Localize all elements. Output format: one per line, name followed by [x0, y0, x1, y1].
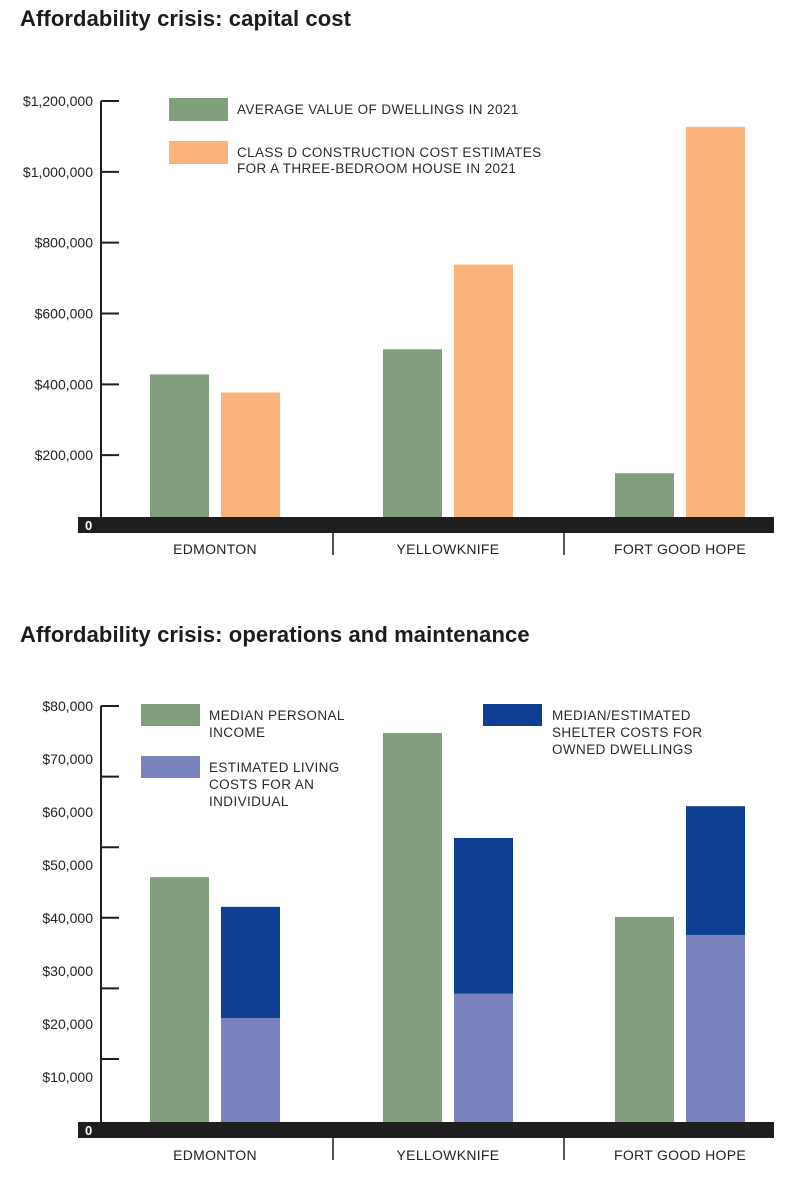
- operations-y-tick-label: $70,000: [42, 751, 93, 767]
- operations-legend-label: MEDIAN/ESTIMATED: [552, 708, 691, 723]
- capital-y-tick-label: $200,000: [35, 447, 94, 463]
- capital-bar-orange: [454, 264, 513, 517]
- operations-bar-living-costs: [686, 934, 745, 1122]
- chart-title-operations-maintenance: Affordability crisis: operations and mai…: [20, 622, 530, 647]
- operations-legend-label: INCOME: [209, 725, 265, 740]
- operations-bar-living-costs: [221, 1018, 280, 1122]
- capital-y-tick-label: $1,000,000: [23, 164, 93, 180]
- capital-y-tick-label: $800,000: [35, 235, 94, 251]
- operations-y-tick-label: $60,000: [42, 804, 93, 820]
- operations-bar-income: [615, 916, 674, 1122]
- capital-bar-green: [150, 374, 209, 517]
- chart-capital-cost: $200,000 $400,000 $600,000 $800,000 $1,000,0…: [23, 93, 774, 557]
- capital-y-tick-label: $1,200,000: [23, 93, 93, 109]
- operations-category-label: YELLOWKNIFE: [397, 1147, 500, 1163]
- operations-legend-label: OWNED DWELLINGS: [552, 742, 693, 757]
- operations-bar-shelter-costs: [454, 837, 513, 994]
- operations-bar-shelter-costs: [221, 906, 280, 1019]
- capital-legend-label: CLASS D CONSTRUCTION COST ESTIMATES: [237, 145, 542, 160]
- operations-bar-income: [383, 733, 442, 1122]
- capital-legend-label: FOR A THREE-BEDROOM HOUSE IN 2021: [237, 161, 516, 176]
- operations-y-tick-label: $40,000: [42, 910, 93, 926]
- operations-zero-label: 0: [85, 1123, 92, 1138]
- operations-bar-income: [150, 877, 209, 1122]
- operations-y-tick-label: $80,000: [42, 698, 93, 714]
- operations-legend-swatch-green: [141, 704, 200, 726]
- operations-legend-label: ESTIMATED LIVING: [209, 760, 340, 775]
- capital-legend-swatch-orange: [169, 141, 228, 164]
- capital-category-label: YELLOWKNIFE: [397, 541, 500, 557]
- operations-legend-label: INDIVIDUAL: [209, 794, 289, 809]
- operations-bar-living-costs: [454, 993, 513, 1122]
- capital-bar-orange: [686, 126, 745, 518]
- capital-bar-green: [383, 349, 442, 517]
- operations-y-tick-label: $50,000: [42, 857, 93, 873]
- operations-category-label: EDMONTON: [173, 1147, 257, 1163]
- capital-baseline-band: [78, 517, 774, 533]
- operations-y-tick-label: $20,000: [42, 1016, 93, 1032]
- operations-legend-swatch-navy: [483, 704, 542, 726]
- capital-category-label: EDMONTON: [173, 541, 257, 557]
- operations-baseline-band: [78, 1122, 774, 1138]
- capital-bar-green: [615, 473, 674, 517]
- capital-zero-label: 0: [85, 518, 92, 533]
- operations-category-label: FORT GOOD HOPE: [614, 1147, 746, 1163]
- operations-legend-label: MEDIAN PERSONAL: [209, 708, 345, 723]
- chart-title-capital-cost: Affordability crisis: capital cost: [20, 6, 352, 31]
- operations-legend-label: COSTS FOR AN: [209, 777, 314, 792]
- operations-y-tick-label: $30,000: [42, 963, 93, 979]
- capital-legend-label: AVERAGE VALUE OF DWELLINGS IN 2021: [237, 102, 519, 117]
- operations-legend-label: SHELTER COSTS FOR: [552, 725, 703, 740]
- capital-bar-orange: [221, 392, 280, 517]
- capital-y-tick-label: $600,000: [35, 306, 94, 322]
- operations-y-tick-label: $10,000: [42, 1069, 93, 1085]
- operations-bar-shelter-costs: [686, 806, 745, 935]
- capital-legend-swatch-green: [169, 98, 228, 121]
- operations-legend-swatch-lavender: [141, 756, 200, 778]
- capital-category-label: FORT GOOD HOPE: [614, 541, 746, 557]
- capital-y-tick-label: $400,000: [35, 376, 94, 392]
